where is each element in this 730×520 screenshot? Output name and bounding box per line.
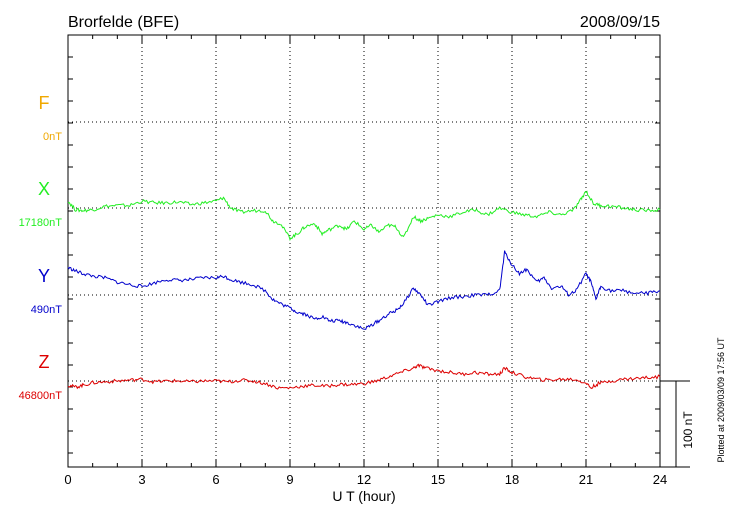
series-name-x: X bbox=[38, 179, 50, 199]
scale-bar: 100 nT bbox=[660, 380, 695, 468]
x-tick-label: 3 bbox=[138, 472, 145, 487]
series-line-y bbox=[67, 250, 661, 330]
series-baseline-y: 490nT bbox=[31, 304, 62, 316]
x-tick-label: 12 bbox=[357, 472, 371, 487]
series-line-z bbox=[67, 363, 661, 390]
series-baseline-z: 46800nT bbox=[19, 390, 63, 402]
x-tick-label: 15 bbox=[431, 472, 445, 487]
series-baseline-f: 0nT bbox=[43, 131, 62, 143]
series-baseline-x: 17180nT bbox=[19, 217, 63, 229]
x-tick-label: 18 bbox=[505, 472, 519, 487]
x-axis-label: U T (hour) bbox=[332, 488, 395, 504]
plotted-footnote: Plotted at 2009/03/09 17:56 UT bbox=[716, 337, 726, 463]
x-tick-labels: 0 3 6 9 12 15 18 21 24 bbox=[64, 472, 667, 487]
x-tick-label: 6 bbox=[212, 472, 219, 487]
scale-bar-label: 100 nT bbox=[681, 411, 695, 449]
series-labels: F 0nT X 17180nT Y 490nT Z 46800nT bbox=[19, 93, 63, 402]
series-line-x bbox=[67, 190, 661, 242]
grid-lines bbox=[68, 35, 660, 467]
axis-ticks bbox=[67, 35, 661, 467]
series-name-f: F bbox=[39, 93, 50, 113]
series-lines bbox=[67, 190, 661, 390]
x-tick-label: 9 bbox=[286, 472, 293, 487]
series-name-y: Y bbox=[38, 266, 50, 286]
chart-title-station: Brorfelde (BFE) bbox=[68, 14, 179, 31]
series-name-z: Z bbox=[39, 352, 50, 372]
chart-title-date: 2008/09/15 bbox=[580, 14, 660, 31]
x-tick-label: 24 bbox=[653, 472, 667, 487]
x-tick-label: 21 bbox=[579, 472, 593, 487]
x-tick-label: 0 bbox=[64, 472, 71, 487]
